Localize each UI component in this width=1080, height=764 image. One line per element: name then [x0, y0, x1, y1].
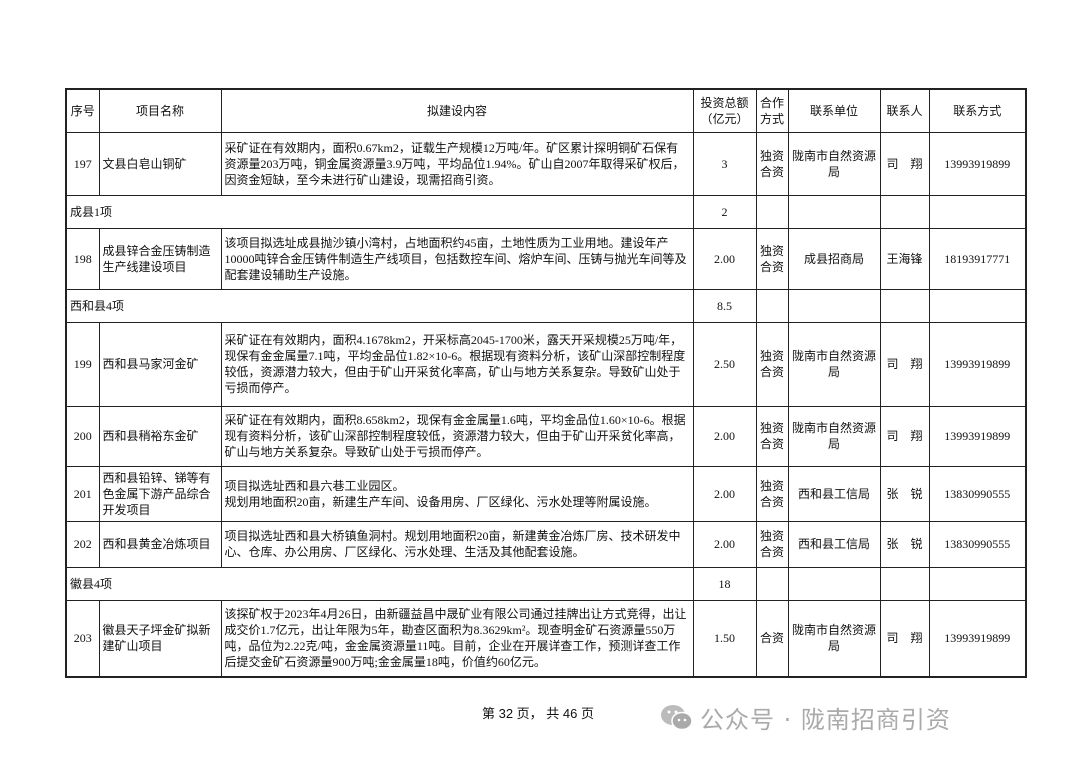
contact-unit: 成县招商局 [787, 227, 881, 290]
project-content: 采矿证在有效期内，面积8.658km2，现保有金金属量1.6吨，平均金品位1.6… [220, 405, 694, 467]
contact-person: 司 翔 [879, 321, 930, 407]
project-name: 西和县铅锌、锑等有色金属下游产品综合开发项目 [98, 465, 222, 522]
project-name: 徽县天子坪金矿拟新建矿山项目 [98, 599, 222, 678]
empty-cell [755, 194, 789, 229]
header-name: 项目名称 [98, 88, 222, 133]
contact-unit: 陇南市自然资源局 [787, 131, 881, 196]
header-invest: 投资总额（亿元） [692, 88, 757, 133]
empty-cell [928, 566, 1027, 601]
project-name: 西和县黄金冶炼项目 [98, 520, 222, 568]
row-no: 198 [65, 227, 100, 290]
project-content: 采矿证在有效期内，面积0.67km2，证载生产规模12万吨/年。矿区累计探明铜矿… [220, 131, 694, 196]
invest-amount: 2.00 [692, 405, 757, 467]
invest-amount: 3 [692, 131, 757, 196]
table-row: 199 西和县马家河金矿 采矿证在有效期内，面积4.1678km2，开采标高2045… [65, 321, 1027, 407]
invest-amount: 2.00 [692, 520, 757, 568]
coop-mode: 独资合资 [755, 321, 789, 407]
group-label: 西和县4项 [65, 288, 694, 323]
page-number: 第 32 页， 共 46 页 [482, 706, 594, 721]
coop-mode: 合资 [755, 599, 789, 678]
header-person: 联系人 [879, 88, 930, 133]
row-no: 197 [65, 131, 100, 196]
project-content: 该项目拟选址成县抛沙镇小湾村，占地面积约45亩，土地性质为工业用地。建设年产10… [220, 227, 694, 290]
empty-cell [755, 288, 789, 323]
contact-phone: 13993919899 [928, 321, 1027, 407]
contact-phone: 13993919899 [928, 405, 1027, 467]
project-name: 西和县稍裕东金矿 [98, 405, 222, 467]
empty-cell [928, 194, 1027, 229]
group-row: 西和县4项 8.5 [65, 288, 1027, 323]
group-label: 成县1项 [65, 194, 694, 229]
project-content: 项目拟选址西和县六巷工业园区。 规划用地面积20亩，新建生产车间、设备用房、厂区… [220, 465, 694, 522]
invest-amount: 2.00 [692, 227, 757, 290]
table-row: 198 成县锌合金压铸制造生产线建设项目 该项目拟选址成县抛沙镇小湾村，占地面积约4… [65, 227, 1027, 290]
coop-mode: 独资合资 [755, 465, 789, 522]
invest-amount: 2.00 [692, 465, 757, 522]
contact-phone: 18193917771 [928, 227, 1027, 290]
project-name: 西和县马家河金矿 [98, 321, 222, 407]
group-row: 成县1项 2 [65, 194, 1027, 229]
wechat-icon [661, 704, 693, 730]
row-no: 202 [65, 520, 100, 568]
project-name: 成县锌合金压铸制造生产线建设项目 [98, 227, 222, 290]
row-no: 199 [65, 321, 100, 407]
contact-person: 张 锐 [879, 520, 930, 568]
row-no: 200 [65, 405, 100, 467]
empty-cell [879, 288, 930, 323]
coop-mode: 独资合资 [755, 520, 789, 568]
contact-unit: 陇南市自然资源局 [787, 405, 881, 467]
watermark-text: 公众号 · 陇南招商引资 [700, 706, 951, 734]
table-header: 序号 项目名称 拟建设内容 投资总额（亿元） 合作方式 联系单位 联系人 联系方… [65, 88, 1027, 133]
contact-person: 司 翔 [879, 599, 930, 678]
contact-unit: 陇南市自然资源局 [787, 321, 881, 407]
invest-amount: 1.50 [692, 599, 757, 678]
header-content: 拟建设内容 [220, 88, 694, 133]
header-no: 序号 [65, 88, 100, 133]
project-content: 采矿证在有效期内，面积4.1678km2，开采标高2045-1700米，露天开采… [220, 321, 694, 407]
project-name: 文县白皂山铜矿 [98, 131, 222, 196]
row-no: 201 [65, 465, 100, 522]
group-invest: 2 [692, 194, 757, 229]
invest-amount: 2.50 [692, 321, 757, 407]
project-content: 该探矿权于2023年4月26日，由新疆益昌中晟矿业有限公司通过挂牌出让方式竞得，… [220, 599, 694, 678]
contact-person: 司 翔 [879, 405, 930, 467]
table-row: 200 西和县稍裕东金矿 采矿证在有效期内，面积8.658km2，现保有金金属量1.… [65, 405, 1027, 467]
row-no: 203 [65, 599, 100, 678]
empty-cell [787, 566, 881, 601]
group-label: 徽县4项 [65, 566, 694, 601]
header-phone: 联系方式 [928, 88, 1027, 133]
contact-unit: 西和县工信局 [787, 465, 881, 522]
project-content: 项目拟选址西和县大桥镇鱼洞村。规划用地面积20亩，新建黄金冶炼厂房、技术研发中心… [220, 520, 694, 568]
contact-phone: 13830990555 [928, 520, 1027, 568]
contact-person: 司 翔 [879, 131, 930, 196]
empty-cell [928, 288, 1027, 323]
watermark: 公众号 · 陇南招商引资 [660, 700, 951, 735]
empty-cell [787, 288, 881, 323]
group-row: 徽县4项 18 [65, 566, 1027, 601]
contact-phone: 13830990555 [928, 465, 1027, 522]
header-unit: 联系单位 [787, 88, 881, 133]
empty-cell [879, 194, 930, 229]
table-row: 201 西和县铅锌、锑等有色金属下游产品综合开发项目 项目拟选址西和县六巷工业园区。… [65, 465, 1027, 522]
coop-mode: 独资合资 [755, 227, 789, 290]
contact-unit: 陇南市自然资源局 [787, 599, 881, 678]
group-invest: 8.5 [692, 288, 757, 323]
table-row: 203 徽县天子坪金矿拟新建矿山项目 该探矿权于2023年4月26日，由新疆益昌中晟… [65, 599, 1027, 678]
contact-phone: 13993919899 [928, 131, 1027, 196]
group-invest: 18 [692, 566, 757, 601]
table-row: 197 文县白皂山铜矿 采矿证在有效期内，面积0.67km2，证载生产规模12万吨/… [65, 131, 1027, 196]
empty-cell [879, 566, 930, 601]
empty-cell [755, 566, 789, 601]
coop-mode: 独资合资 [755, 131, 789, 196]
contact-person: 张 锐 [879, 465, 930, 522]
coop-mode: 独资合资 [755, 405, 789, 467]
contact-unit: 西和县工信局 [787, 520, 881, 568]
empty-cell [787, 194, 881, 229]
contact-phone: 13993919899 [928, 599, 1027, 678]
project-table: 序号 项目名称 拟建设内容 投资总额（亿元） 合作方式 联系单位 联系人 联系方… [65, 88, 1027, 678]
contact-person: 王海锋 [879, 227, 930, 290]
header-coop: 合作方式 [755, 88, 789, 133]
table-row: 202 西和县黄金冶炼项目 项目拟选址西和县大桥镇鱼洞村。规划用地面积20亩，新建黄… [65, 520, 1027, 568]
